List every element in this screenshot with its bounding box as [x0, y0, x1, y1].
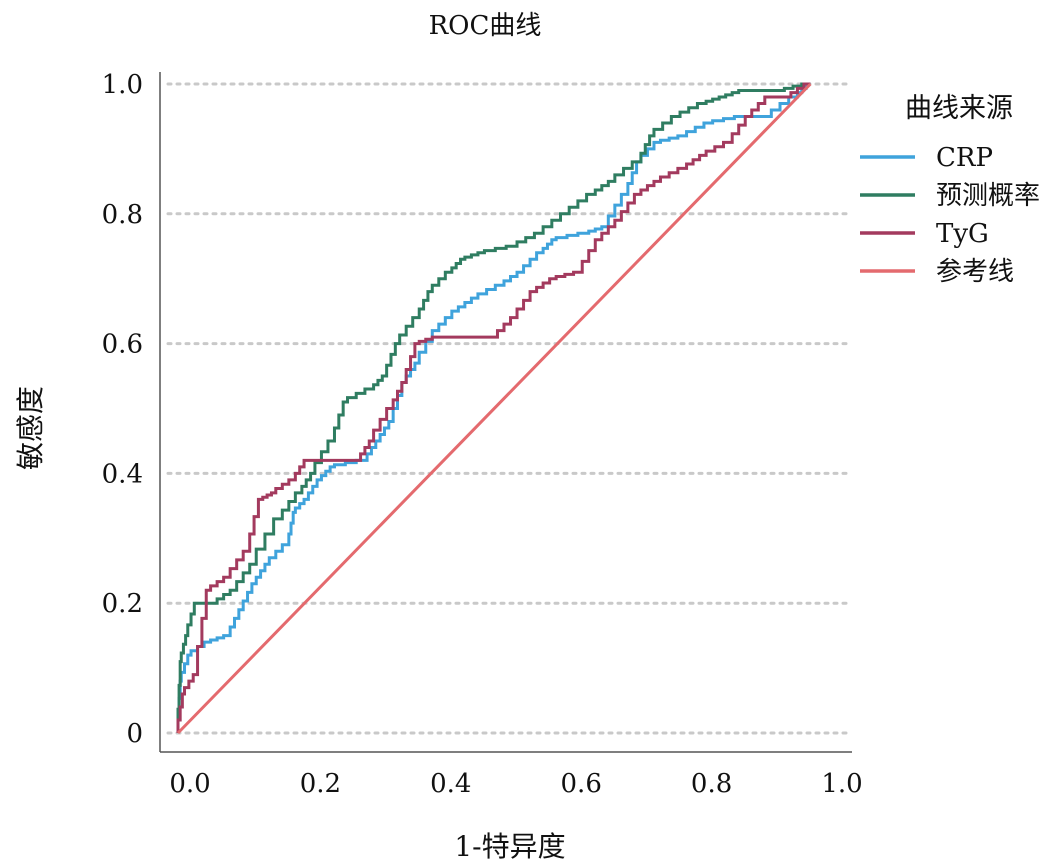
legend: 曲线来源 CRP 预测概率 TyG 参考线: [860, 93, 1040, 287]
series-line-4: [176, 82, 812, 735]
y-tick-labels: 0 0.2 0.4 0.6 0.8 1.0: [102, 70, 143, 749]
y-tick-label: 1.0: [102, 70, 143, 100]
series-lines: [176, 82, 812, 735]
y-tick-label: 0: [126, 719, 143, 749]
grid: [166, 82, 852, 735]
x-tick-label: 0.2: [300, 769, 341, 799]
legend-label: 预测概率: [936, 181, 1040, 211]
legend-label: 参考线: [936, 257, 1014, 287]
chart-title: ROC曲线: [429, 11, 542, 41]
x-tick-label: 1.0: [821, 769, 862, 799]
x-tick-labels: 0.0 0.2 0.4 0.6 0.8 1.0: [169, 769, 862, 799]
x-tick-label: 0.0: [169, 769, 210, 799]
series-line-3: [176, 82, 811, 733]
legend-label: CRP: [936, 143, 993, 173]
series-line-1: [176, 82, 811, 733]
axes: [159, 72, 852, 753]
x-axis-label: 1-特异度: [454, 830, 565, 863]
series-line-2: [176, 82, 811, 733]
legend-title: 曲线来源: [905, 93, 1013, 124]
y-tick-label: 0.2: [102, 589, 143, 619]
x-tick-label: 0.6: [561, 769, 602, 799]
y-tick-label: 0.8: [102, 200, 143, 230]
y-tick-label: 0.4: [102, 459, 143, 489]
y-tick-label: 0.6: [102, 330, 143, 360]
y-axis-label: 敏感度: [14, 386, 47, 470]
x-tick-label: 0.4: [430, 769, 471, 799]
x-tick-label: 0.8: [691, 769, 732, 799]
legend-label: TyG: [936, 219, 989, 249]
